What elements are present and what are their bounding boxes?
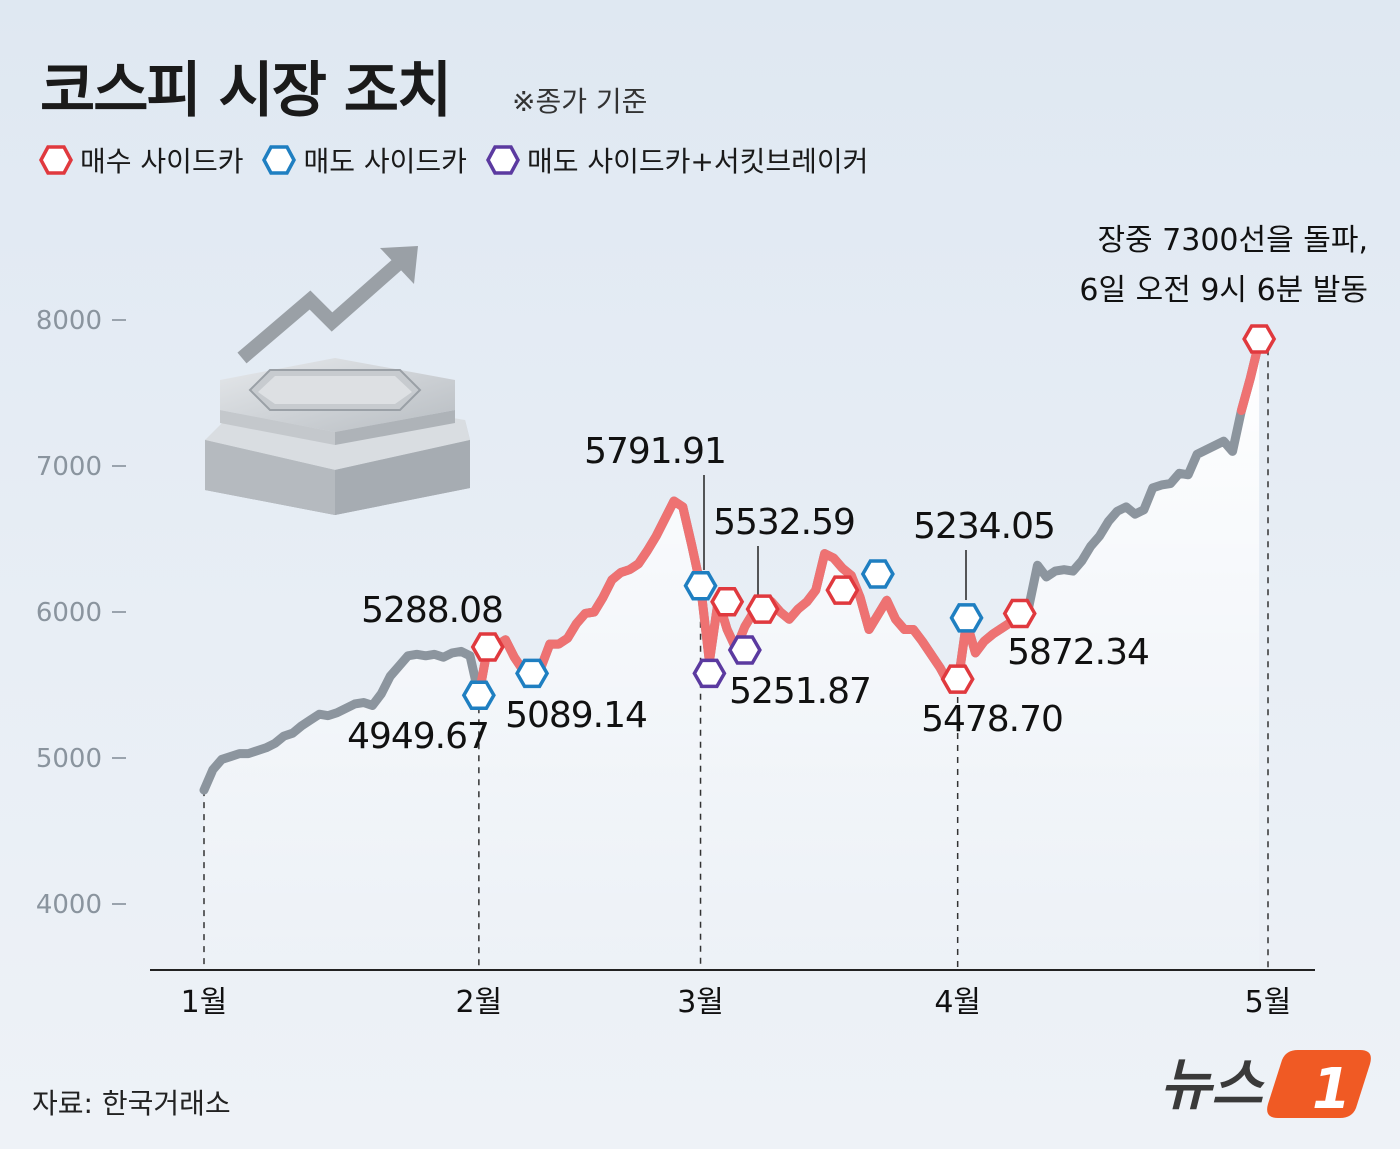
hexagon-purple-icon — [485, 145, 520, 175]
event-value-label: 5791.91 — [584, 431, 726, 472]
trend-arrow-icon — [237, 246, 418, 364]
y-tick-label: 8000 — [36, 306, 102, 336]
circuit-breaker-marker — [692, 658, 727, 689]
sell-sidecar-marker — [461, 680, 496, 710]
x-axis: 1월 2월 3월 4월 5월 — [181, 985, 1292, 1020]
buy-sidecar-marker — [1242, 324, 1277, 354]
buy-sidecar-marker — [825, 575, 860, 605]
y-tick-label: 6000 — [36, 598, 102, 628]
event-value-label: 5872.34 — [1007, 632, 1149, 673]
event-value-label: 5478.70 — [921, 699, 1063, 740]
logo-number: 1 — [1312, 1057, 1351, 1122]
event-markers — [461, 324, 1277, 710]
buy-sidecar-marker — [710, 587, 745, 617]
x-tick-label: 2월 — [456, 985, 503, 1020]
legend-label-sell-sidecar: 매도 사이드카 — [303, 145, 467, 178]
annotations: 장중 7300선을 돌파, 6일 오전 9시 6분 발동 — [1079, 223, 1368, 308]
buy-sidecar-marker — [1002, 598, 1037, 629]
news1-logo: 뉴스 1 — [1160, 1050, 1371, 1122]
logo-text: 뉴스 — [1160, 1053, 1266, 1118]
event-value-label: 5532.59 — [713, 502, 855, 543]
legend-label-buy-sidecar: 매수 사이드카 — [80, 145, 244, 178]
annotation-text: 장중 7300선을 돌파, — [1097, 223, 1368, 258]
legend-item-sell-sidecar: 매도 사이드카 — [261, 140, 467, 180]
legend: 매수 사이드카 매도 사이드카 매도 사이드카+서킷브레이커 — [38, 140, 868, 180]
sell-sidecar-marker — [860, 559, 895, 589]
buy-sidecar-marker — [940, 664, 975, 694]
sell-sidecar-marker — [683, 570, 718, 601]
hexagon-red-icon — [39, 145, 73, 175]
x-tick-label: 1월 — [181, 985, 228, 1020]
x-tick-label: 4월 — [934, 985, 981, 1020]
x-tick-label: 3월 — [677, 985, 724, 1020]
source-note: 자료: 한국거래소 — [32, 1087, 231, 1120]
chart-subtitle: ※종가 기준 — [512, 85, 648, 118]
buy-sidecar-marker — [470, 632, 505, 662]
sell-sidecar-marker — [949, 603, 984, 633]
logo-badge — [1267, 1050, 1371, 1118]
y-tick-label: 5000 — [36, 744, 102, 774]
event-value-label: 5251.87 — [729, 671, 871, 712]
legend-label-circuit-breaker: 매도 사이드카+서킷브레이커 — [526, 145, 869, 178]
legend-item-circuit-breaker: 매도 사이드카+서킷브레이커 — [485, 140, 868, 180]
y-axis: 4000 5000 6000 7000 8000 — [36, 306, 126, 920]
buy-sidecar-marker — [745, 594, 780, 624]
series-line-highlight — [474, 496, 688, 700]
chart-title: 코스피 시장 조치 — [40, 56, 452, 126]
event-labels: 4949.67 5288.08 5089.14 5791.91 5251.87 5532.… — [347, 431, 1150, 757]
hexagon-blue-icon — [262, 145, 297, 175]
sell-sidecar-marker — [515, 658, 550, 689]
circuit-breaker-marker — [727, 635, 762, 665]
guide-lines — [203, 349, 1269, 970]
legend-item-buy-sidecar: 매수 사이드카 — [38, 140, 243, 180]
pedestal-illustration — [205, 358, 470, 515]
series-line-highlight — [1236, 337, 1264, 416]
label-leaders — [703, 475, 967, 600]
event-value-label: 5288.08 — [361, 590, 503, 631]
event-value-label: 5089.14 — [505, 695, 647, 736]
event-value-label: 4949.67 — [347, 716, 489, 757]
event-value-label: 5234.05 — [913, 506, 1055, 547]
y-tick-label: 7000 — [36, 452, 102, 482]
annotation-text: 6일 오전 9시 6분 발동 — [1079, 273, 1368, 308]
y-tick-label: 4000 — [36, 890, 102, 920]
x-tick-label: 5월 — [1245, 985, 1292, 1020]
